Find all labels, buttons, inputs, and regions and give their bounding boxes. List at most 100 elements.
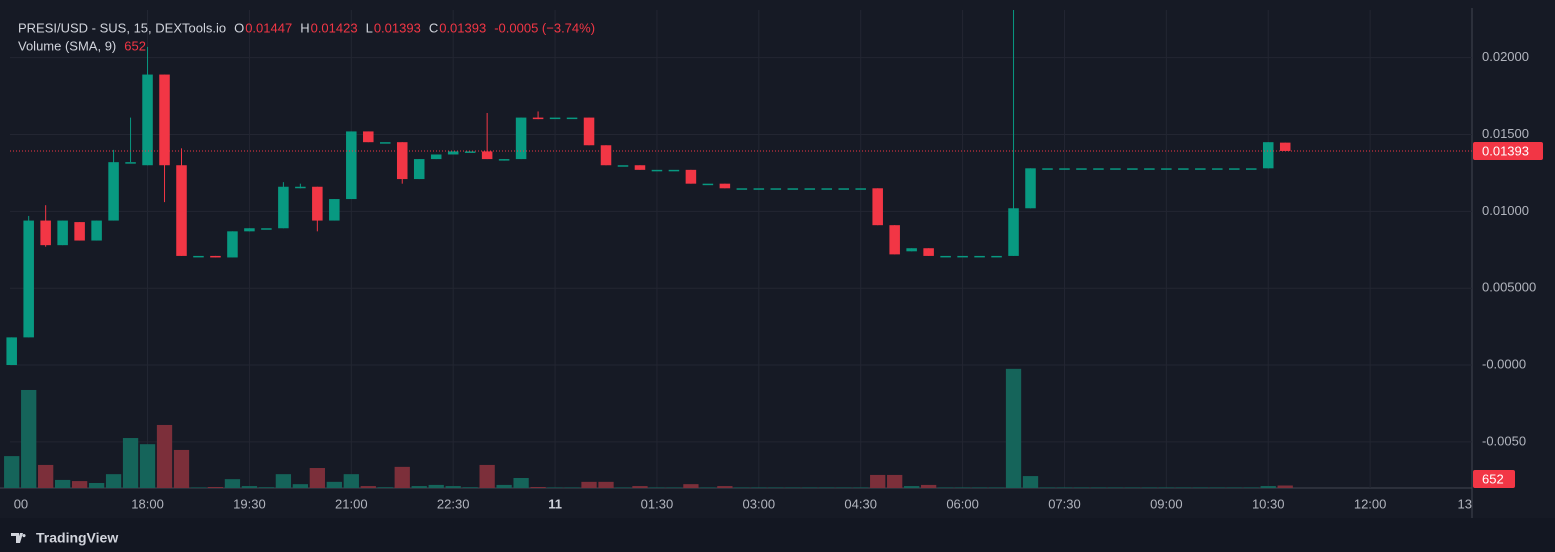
volume-bar xyxy=(1039,487,1056,488)
candle-body xyxy=(974,255,985,258)
axes: 0.02000 0.01500 0.01000 0.005000 -0.0000 -0.0… xyxy=(14,49,1543,511)
candle-body xyxy=(923,248,934,256)
candle-body xyxy=(1008,208,1019,256)
candle-body xyxy=(702,183,714,186)
candle-body xyxy=(770,188,782,190)
last-price-label: 0.01393 xyxy=(1482,143,1529,158)
volume-bar xyxy=(445,486,461,488)
candle-body xyxy=(346,131,357,200)
legend-ohlc-key: L xyxy=(366,20,373,35)
x-tick-label: 13 xyxy=(1458,496,1472,511)
volume-bar xyxy=(649,487,665,488)
volume-bar xyxy=(717,486,733,488)
candle-body xyxy=(108,162,119,221)
candle-body xyxy=(23,220,34,338)
candle-body xyxy=(1279,142,1291,151)
volume-bar xyxy=(292,484,309,488)
candle-body xyxy=(1212,168,1223,170)
candle-body xyxy=(1076,168,1087,170)
chart-pane xyxy=(0,0,1555,518)
volume-bar xyxy=(920,484,937,488)
volume-bar xyxy=(1073,487,1090,488)
candle-body xyxy=(1178,168,1189,170)
volume-bar xyxy=(1141,487,1158,488)
candle-body xyxy=(1042,168,1053,170)
candle-body xyxy=(244,228,255,232)
x-tick-label: 04:30 xyxy=(844,496,877,511)
x-tick-label: 19:30 xyxy=(233,496,266,511)
legend: PRESI/USD - SUS, 15, DEXTools.io O 0.01447… xyxy=(18,20,595,53)
volume-bar xyxy=(836,487,852,488)
volume-bar xyxy=(1175,487,1191,488)
volume-tag xyxy=(1473,470,1515,488)
candle-body xyxy=(872,188,883,226)
volume-bar xyxy=(241,486,258,488)
volume-bar xyxy=(258,487,275,488)
volume-bar xyxy=(683,484,699,488)
volume-bar xyxy=(190,487,207,488)
volume-bar xyxy=(904,486,920,488)
volume-bar xyxy=(530,487,546,488)
legend-ohlc-value: 0.01447 xyxy=(245,20,292,35)
footer-brand: TradingView xyxy=(36,530,118,546)
candle-body xyxy=(142,74,153,166)
candle-body xyxy=(1093,168,1104,170)
candle-body xyxy=(889,225,900,255)
x-tick-label: 11 xyxy=(548,496,562,511)
volume-bar xyxy=(1124,487,1141,488)
volume-bar xyxy=(1056,487,1073,488)
legend-ohlc-value: 0.01393 xyxy=(439,20,486,35)
candle-body xyxy=(329,199,340,221)
volume-bar xyxy=(598,481,614,488)
volume-bar xyxy=(819,487,835,488)
volume-bar xyxy=(615,487,631,488)
legend-volume-value: 652 xyxy=(124,38,146,53)
volume-bar xyxy=(700,487,716,488)
candle-body xyxy=(261,228,272,230)
volume-bar xyxy=(156,424,173,488)
volume-bar xyxy=(88,483,105,488)
volume-bar xyxy=(275,474,292,488)
volume-bar xyxy=(326,481,342,488)
candle-body xyxy=(1161,168,1172,170)
candle-body xyxy=(719,183,731,189)
volume-bar xyxy=(343,474,359,488)
volume-bar xyxy=(1226,487,1242,488)
y-tick-label: 0.02000 xyxy=(1482,49,1529,64)
candle-body xyxy=(1127,168,1138,170)
volume-bar xyxy=(360,486,376,488)
volume-bar xyxy=(173,449,190,488)
legend-volume-label: Volume (SMA, 9) xyxy=(18,38,116,53)
volume-bar xyxy=(71,481,88,488)
candle-body xyxy=(6,337,17,366)
legend-ohlc-key: O xyxy=(234,20,244,35)
volume-bar xyxy=(479,464,495,488)
x-tick-label: 06:00 xyxy=(946,496,979,511)
x-tick-label: 01:30 xyxy=(641,496,674,511)
volume-bar xyxy=(887,474,903,488)
candle-body xyxy=(668,169,680,172)
volume-bar xyxy=(462,487,478,488)
x-tick-label: 09:00 xyxy=(1150,496,1183,511)
candle-body xyxy=(991,255,1002,258)
volume-bar xyxy=(1243,487,1259,488)
volume-bar xyxy=(751,487,767,488)
legend-ohlc-value: 0.01393 xyxy=(374,20,421,35)
candle-body xyxy=(74,222,85,241)
candle-body xyxy=(600,145,612,166)
volume-bar xyxy=(1107,487,1124,488)
candle-body xyxy=(1025,168,1036,209)
candle-body xyxy=(227,231,238,258)
candle-body xyxy=(125,162,136,164)
volume-bar xyxy=(1090,487,1107,488)
legend-ohlc-value: 0.01423 xyxy=(311,20,358,35)
candle-body xyxy=(957,255,968,258)
candle-body xyxy=(787,188,799,190)
volume-bar xyxy=(105,474,122,488)
volume-bar xyxy=(1260,486,1276,488)
candle-body xyxy=(566,117,578,120)
candle-body xyxy=(753,188,765,190)
candle-body xyxy=(1110,168,1121,170)
logo-icon xyxy=(11,533,26,543)
